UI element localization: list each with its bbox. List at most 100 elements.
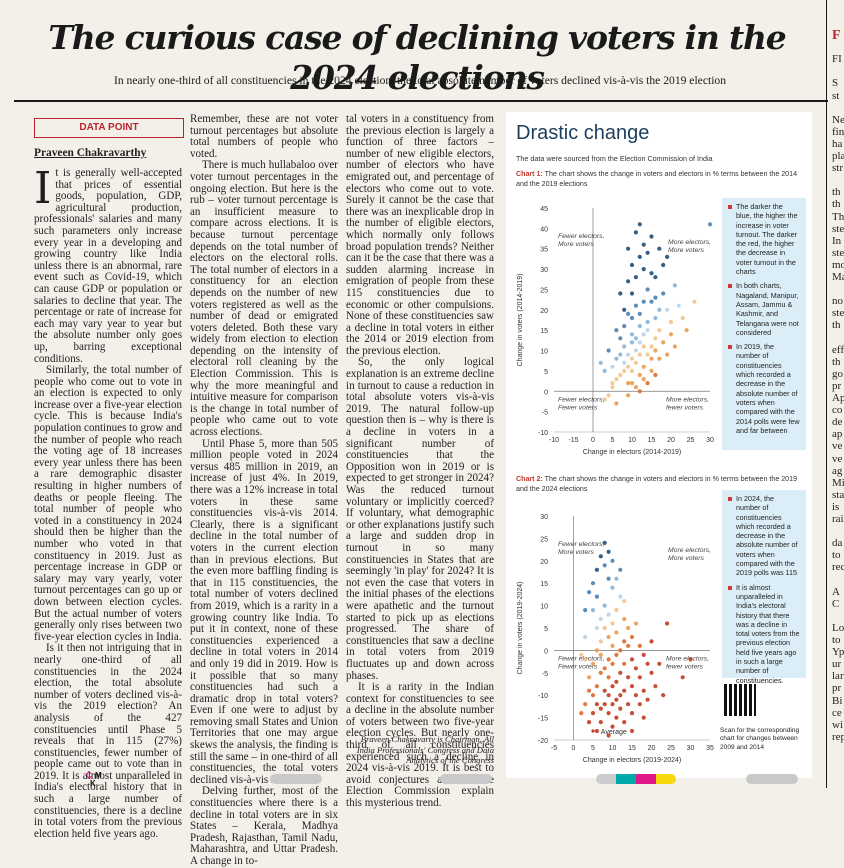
drop-cap: I	[34, 163, 52, 214]
x-tick-label: 30	[706, 437, 714, 444]
data-point	[641, 715, 646, 720]
data-point	[598, 554, 603, 559]
data-point	[653, 336, 658, 341]
data-point	[626, 352, 631, 357]
data-point	[645, 319, 650, 325]
data-point	[641, 364, 646, 369]
x-tick-label: 0	[591, 437, 595, 444]
qr-code[interactable]	[724, 684, 756, 716]
x-tick-label: 5	[611, 437, 615, 444]
data-point	[649, 344, 654, 349]
data-point	[629, 368, 635, 373]
quadrant-label-line: More electors,	[668, 547, 711, 554]
data-point	[618, 693, 623, 698]
fragment-line: ur	[832, 658, 842, 671]
fragment-line: pr	[832, 379, 842, 392]
data-point	[622, 720, 627, 725]
data-point	[602, 688, 607, 693]
y-tick-label: 0	[544, 648, 548, 655]
paragraph: Is it then not intriguing that in nearly…	[34, 642, 182, 840]
data-point	[614, 679, 619, 684]
y-tick-label: 30	[540, 267, 548, 274]
y-tick-label: 40	[540, 226, 548, 233]
data-point	[614, 715, 619, 720]
x-axis-title: Change in electors (2019-2024)	[583, 757, 681, 764]
data-point	[688, 657, 693, 662]
paragraph: Until Phase 5, more than 505 million peo…	[190, 437, 338, 786]
x-tick-label: -15	[568, 437, 578, 444]
data-point	[602, 540, 607, 545]
fragment-line: to	[832, 549, 841, 562]
fragment-line: Lo	[832, 621, 844, 634]
data-point	[672, 283, 677, 288]
y-tick-label: 20	[540, 559, 548, 566]
data-point	[645, 287, 650, 292]
x-tick-label: -10	[549, 437, 559, 444]
data-point	[629, 291, 635, 296]
data-point	[594, 594, 599, 599]
data-point	[637, 675, 642, 680]
data-point	[618, 706, 623, 711]
print-color-bar	[746, 774, 798, 784]
data-point	[665, 352, 670, 357]
fragment-line: rai	[832, 513, 844, 525]
data-point	[602, 368, 607, 373]
infographic-title: Drastic change	[516, 122, 650, 144]
data-point	[657, 328, 662, 333]
data-point	[641, 377, 646, 382]
data-point	[629, 315, 635, 321]
data-point	[633, 275, 638, 280]
y-axis-title: Change in voters (2019-2024)	[517, 581, 524, 674]
data-point	[653, 372, 658, 378]
data-point	[661, 340, 666, 345]
data-point	[618, 567, 623, 572]
y-tick-label: 25	[540, 536, 548, 543]
data-point	[606, 612, 611, 617]
data-point	[645, 381, 650, 386]
data-point	[594, 625, 599, 631]
quadrant-label-line: More electors,	[666, 396, 709, 403]
data-point-tag: DATA POINT	[34, 118, 184, 138]
data-point	[676, 303, 681, 308]
data-point	[606, 693, 611, 698]
data-point	[665, 254, 670, 259]
data-point	[594, 702, 599, 707]
x-tick-label: 25	[687, 437, 695, 444]
fragment-line: th	[832, 186, 841, 199]
data-point	[610, 585, 615, 590]
data-point	[657, 307, 662, 312]
fragment-line: th	[832, 198, 841, 211]
data-point	[641, 332, 646, 337]
data-point	[622, 368, 627, 373]
data-point	[602, 702, 607, 707]
data-point	[590, 711, 596, 716]
y-tick-label: 15	[540, 581, 548, 588]
data-point	[614, 608, 619, 613]
chart1-caption: Chart 1: The chart shows the change in v…	[516, 170, 798, 188]
data-point	[641, 652, 646, 657]
data-point	[653, 275, 658, 280]
data-point	[622, 307, 627, 312]
data-point	[637, 389, 642, 394]
x-tick-label: 15	[648, 437, 656, 444]
data-point	[637, 311, 642, 316]
data-point	[668, 332, 674, 337]
headline-rule	[14, 100, 828, 102]
data-point	[587, 590, 592, 595]
y-tick-label: -15	[538, 716, 548, 723]
fragment-line: no	[832, 295, 843, 308]
data-point	[598, 639, 603, 644]
registration-mark: C	[86, 771, 92, 780]
data-point	[622, 639, 627, 644]
data-point	[649, 271, 654, 276]
fragment-line: FI	[832, 53, 842, 66]
x-tick-label: 35	[706, 745, 714, 752]
article-column-3: tal voters in a constituency from the pr…	[346, 113, 494, 810]
data-point	[622, 616, 627, 622]
fragment-line: fin	[832, 125, 844, 138]
data-point	[590, 608, 596, 613]
fragment-line: In	[832, 234, 842, 247]
data-point	[649, 356, 654, 361]
data-point	[583, 657, 588, 662]
